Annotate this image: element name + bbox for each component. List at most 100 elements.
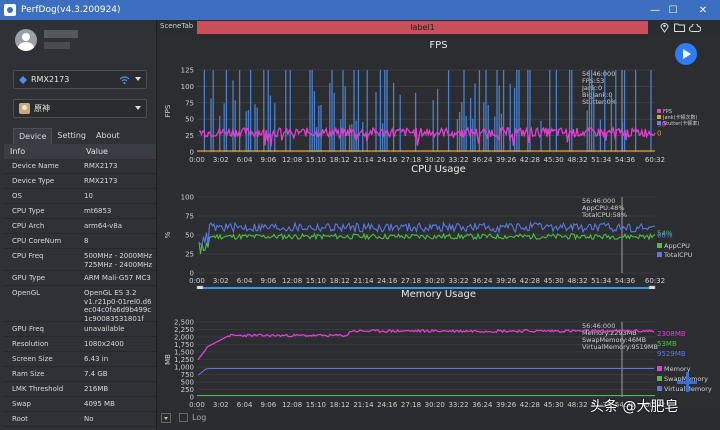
play-button[interactable] bbox=[675, 43, 697, 65]
title-bar: PerfDog(v4.3.200924) — ☐ ✕ bbox=[0, 0, 720, 20]
x-tick-label: 45:30 bbox=[544, 401, 564, 409]
header-info: Info bbox=[10, 147, 26, 156]
table-row[interactable]: CPU Arch arm64-v8a bbox=[4, 219, 156, 234]
table-row[interactable]: LMK Threshold 216MB bbox=[4, 382, 156, 397]
y-tick-label: 100 bbox=[181, 83, 194, 91]
avatar[interactable] bbox=[15, 29, 37, 51]
log-checkbox[interactable] bbox=[179, 413, 188, 422]
y-tick-label: 2,250 bbox=[174, 326, 194, 334]
cursor-tooltip-line: FPS:53 bbox=[582, 77, 604, 85]
fps-chart-svg[interactable]: 0 25 50 75 100 125 FPS 0:00 3:02 6:04 9:06 12:08 15:… bbox=[157, 38, 720, 165]
table-row[interactable]: CPU Freq 500MHz - 2000MHz 725MHz - 2400MH… bbox=[4, 249, 156, 271]
chevron-down-icon bbox=[135, 77, 141, 81]
cursor-tooltip-line: 56:46:000 bbox=[582, 197, 615, 205]
table-row[interactable]: OS 10 bbox=[4, 189, 156, 204]
collapse-button[interactable] bbox=[161, 413, 171, 423]
cursor-tooltip-line: VirtualMemory:9519MB bbox=[582, 343, 658, 351]
x-tick-label: 12:08 bbox=[282, 277, 302, 285]
x-tick-label: 18:12 bbox=[330, 277, 350, 285]
table-row[interactable]: CPU CoreNum 8 bbox=[4, 234, 156, 249]
left-panel: RMX2173 原神 Device Setting About Info Val… bbox=[0, 20, 157, 430]
tab-device[interactable]: Device bbox=[13, 128, 53, 144]
x-tick-label: 48:32 bbox=[567, 277, 587, 285]
scene-tab-label[interactable]: SceneTab bbox=[160, 22, 194, 30]
table-row[interactable]: Device Name RMX2173 bbox=[4, 159, 156, 174]
cpu-chart-title: CPU Usage bbox=[411, 164, 466, 175]
y-axis-label: MB bbox=[164, 354, 172, 365]
y-tick-label: 75 bbox=[185, 213, 194, 221]
legend-swatch bbox=[657, 376, 662, 381]
maximize-button[interactable]: ☐ bbox=[668, 4, 678, 16]
row-key: Device Name bbox=[12, 162, 59, 170]
total-cpu-line bbox=[198, 220, 656, 247]
table-row[interactable]: Screen Size 6.43 in bbox=[4, 352, 156, 367]
jank-value-label: 0 bbox=[657, 129, 661, 137]
row-value: 216MB bbox=[84, 385, 109, 393]
x-tick-label: 27:18 bbox=[401, 401, 421, 409]
device-icon bbox=[19, 75, 27, 84]
table-row[interactable]: Resolution 1080x2400 bbox=[4, 337, 156, 352]
cursor-tooltip-line: Memory:2293MB bbox=[582, 329, 637, 337]
x-tick-label: 36:24 bbox=[472, 401, 493, 409]
y-tick-label: 50 bbox=[185, 116, 194, 124]
tab-setting[interactable]: Setting bbox=[57, 131, 87, 140]
table-row[interactable]: GPU Type ARM Mali-G57 MC3 bbox=[4, 271, 156, 286]
perfdog-logo-icon bbox=[4, 4, 16, 16]
x-tick-label: 21:14 bbox=[353, 277, 374, 285]
virtual-memory-line bbox=[197, 367, 654, 376]
app-select[interactable]: 原神 bbox=[13, 99, 147, 118]
legend-label: Stutter(卡顿率) bbox=[663, 120, 699, 127]
row-key: GPU Type bbox=[12, 274, 46, 282]
y-tick-label: 1,000 bbox=[174, 364, 194, 372]
cursor-tooltip-line: Stutter:0% bbox=[582, 98, 617, 106]
x-tick-label: 27:18 bbox=[401, 156, 421, 164]
x-tick-label: 45:30 bbox=[544, 156, 564, 164]
x-tick-label: 54:36 bbox=[615, 277, 636, 285]
y-tick-label: 2,500 bbox=[174, 319, 194, 327]
x-tick-label: 60:32 bbox=[645, 277, 665, 285]
x-tick-label: 6:04 bbox=[237, 156, 253, 164]
main-panel: SceneTab label1 FPS 0 25 50 75 100 125 FPS 0:00… bbox=[157, 20, 720, 430]
row-value: 8 bbox=[84, 237, 89, 245]
memory-line bbox=[197, 328, 655, 361]
add-button[interactable] bbox=[677, 372, 697, 392]
minimize-button[interactable]: — bbox=[650, 4, 660, 16]
y-tick-label: 1,500 bbox=[174, 349, 194, 357]
memory-chart-svg[interactable]: 02505007501,0001,2501,5001,7502,0002,250… bbox=[157, 288, 720, 410]
folder-icon[interactable] bbox=[672, 21, 687, 34]
row-value: 4095 MB bbox=[84, 400, 115, 408]
x-tick-label: 36:24 bbox=[472, 277, 493, 285]
cloud-icon[interactable] bbox=[687, 21, 702, 34]
table-row[interactable]: GPU Freq unavailable bbox=[4, 322, 156, 337]
table-row[interactable]: CPU Type mt6853 bbox=[4, 204, 156, 219]
table-row[interactable]: Ram Size 7.4 GB bbox=[4, 367, 156, 382]
fps-value-label: 30 bbox=[657, 120, 666, 128]
x-tick-label: 51:34 bbox=[591, 277, 612, 285]
x-tick-label: 21:14 bbox=[353, 156, 374, 164]
legend-label: FPS bbox=[663, 109, 672, 115]
table-row[interactable]: Device Type RMX2173 bbox=[4, 174, 156, 189]
cpu-chart-svg[interactable]: 0 25 50 75 100% 0:00 3:02 6:04 9:06 12:08 15:10 18:… bbox=[157, 163, 720, 289]
table-row[interactable]: Swap 4095 MB bbox=[4, 397, 156, 412]
location-icon[interactable] bbox=[657, 21, 672, 34]
row-key: Resolution bbox=[12, 340, 49, 348]
table-row[interactable]: Root No bbox=[4, 412, 156, 427]
window-title: PerfDog(v4.3.200924) bbox=[21, 5, 121, 15]
memory-chart-title: Memory Usage bbox=[400, 289, 476, 300]
y-tick-label: 2,000 bbox=[174, 334, 194, 342]
x-tick-label: 60:32 bbox=[645, 156, 665, 164]
x-tick-label: 42:28 bbox=[520, 277, 540, 285]
x-tick-label: 9:06 bbox=[260, 156, 276, 164]
row-key: CPU Type bbox=[12, 207, 45, 215]
close-button[interactable]: ✕ bbox=[698, 4, 708, 16]
memory-chart: Memory Usage 0 250 500 750 1,000 1,250 1,500 1,… bbox=[157, 288, 720, 410]
table-row[interactable]: OpenGL OpenGL ES 3.2 v1.r21p0-01rel0.d6 e… bbox=[4, 286, 156, 323]
tab-about[interactable]: About bbox=[96, 131, 120, 140]
legend-swatch bbox=[657, 252, 662, 257]
legend-label: Memory bbox=[664, 365, 691, 373]
device-select[interactable]: RMX2173 bbox=[13, 70, 147, 89]
legend-label: AppCPU bbox=[664, 242, 690, 250]
scene-label-bar[interactable]: label1 bbox=[197, 21, 648, 34]
fps-chart: FPS 0 25 50 75 100 125 FPS 0:00 3:02 6:04 9:06 12:0… bbox=[157, 38, 720, 164]
